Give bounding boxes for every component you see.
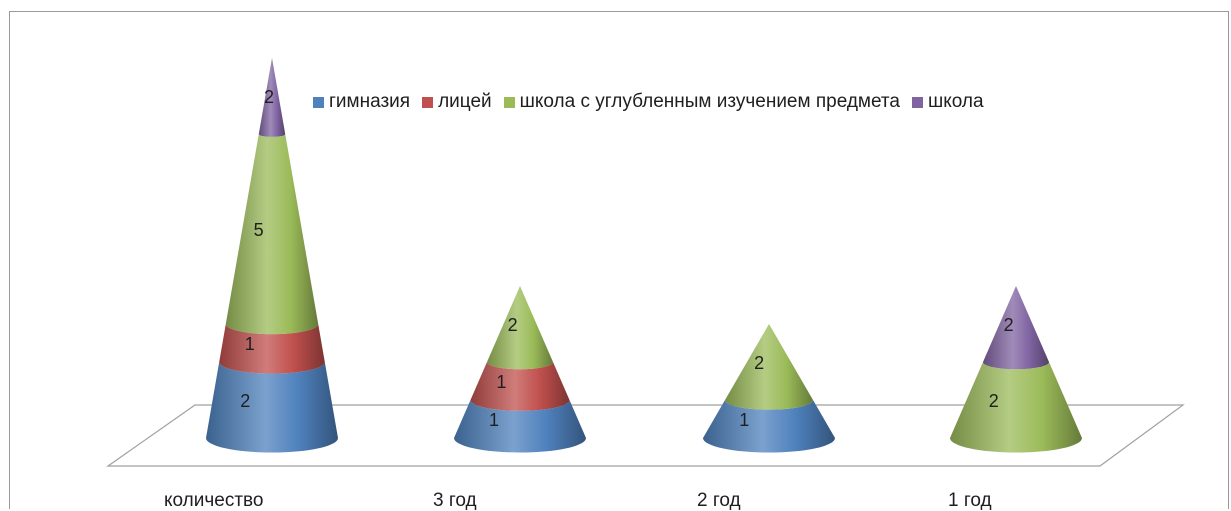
x-tick-label: 1 год (948, 490, 992, 511)
data-label-3-2: 2 (989, 391, 999, 411)
data-label-3-3: 2 (1004, 315, 1014, 335)
legend-item: гимназия (313, 91, 410, 113)
x-tick-label: 3 год (433, 490, 477, 511)
cone-segment-2-0 (703, 400, 835, 453)
legend-label: школа (927, 91, 984, 112)
data-label-0-1: 1 (245, 334, 255, 354)
data-label-2-2: 2 (754, 353, 764, 373)
legend-label: гимназия (329, 91, 411, 112)
legend-label: лицей (438, 91, 492, 112)
legend: гимназия лицей школа с углубленным изучени… (313, 91, 984, 113)
data-label-1-2: 2 (508, 315, 518, 335)
cone-segment-3-2 (950, 362, 1082, 453)
data-label-2-0: 1 (739, 410, 749, 430)
chart-area (9, 11, 1229, 509)
data-label-0-2: 5 (254, 220, 264, 240)
cone-segment-1-1 (470, 362, 570, 411)
cone-segment-2-2 (725, 324, 813, 410)
legend-item: школа с углубленным изучением предмета (503, 91, 900, 113)
legend-swatch (911, 96, 923, 108)
data-label-1-0: 1 (489, 410, 499, 430)
data-label-0-3: 2 (264, 87, 274, 107)
data-label-0-0: 2 (240, 391, 250, 411)
legend-item: лицей (422, 91, 492, 113)
legend-item: школа (911, 91, 984, 113)
legend-swatch (422, 96, 434, 108)
cone-segment-1-2 (487, 286, 553, 370)
x-tick-label: количество (164, 490, 264, 511)
legend-swatch (503, 96, 515, 108)
cone-segment-0-1 (219, 324, 325, 374)
chart-floor (106, 404, 1185, 467)
cone-segment-0-2 (225, 134, 319, 335)
x-tick-label: 2 год (697, 490, 741, 511)
cone-segment-3-3 (983, 286, 1049, 370)
legend-swatch (313, 96, 324, 108)
cone-segment-0-3 (258, 58, 286, 137)
cone-segment-1-0 (454, 400, 586, 453)
data-label-1-1: 1 (496, 372, 506, 392)
cone-segment-0-0 (206, 362, 338, 453)
legend-label: школа с углубленным изучением предмета (519, 91, 900, 112)
